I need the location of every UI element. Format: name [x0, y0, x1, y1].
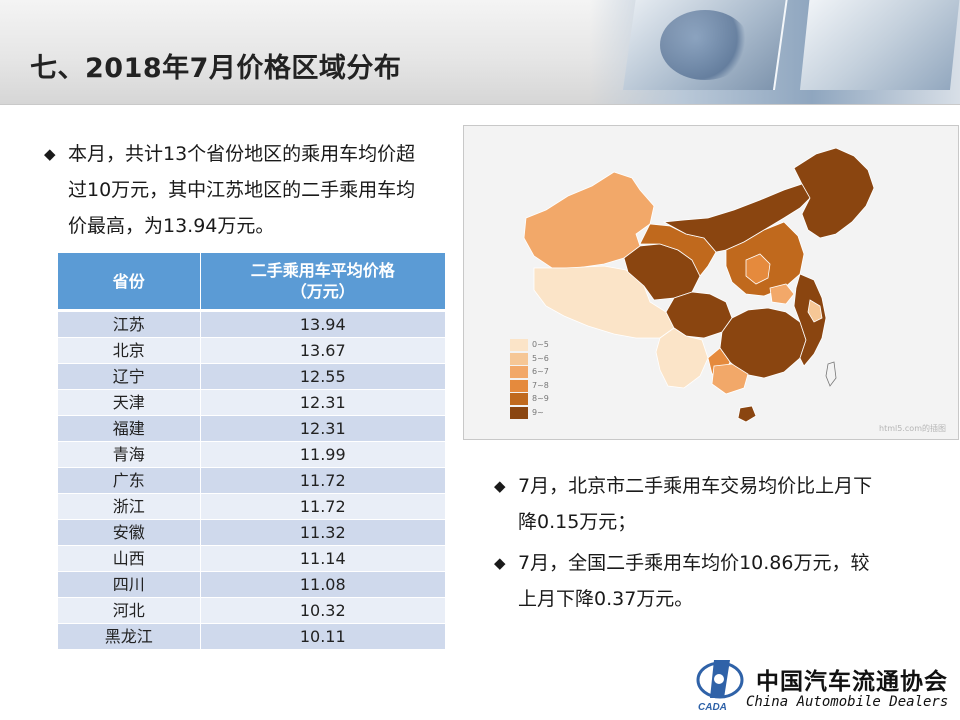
- cell-price: 13.94: [200, 310, 445, 338]
- region-henan: [769, 283, 795, 305]
- cell-price: 12.31: [200, 389, 445, 416]
- logo-chinese-name: 中国汽车流通协会: [756, 668, 948, 695]
- map-watermark: html5.com的插图: [879, 424, 946, 433]
- region-east-coast: [793, 273, 827, 367]
- legend-label: 9~: [532, 407, 544, 417]
- column-header-price: 二手乘用车平均价格（万元）: [200, 253, 445, 312]
- column-header-price-text: 二手乘用车平均价格（万元）: [250, 261, 395, 301]
- logo-english-name: China Automobile Dealers: [746, 694, 949, 710]
- header-decoration: [590, 0, 960, 104]
- cell-price: 11.32: [200, 519, 445, 546]
- cada-emblem-icon: CADA: [696, 660, 744, 712]
- table-row: 浙江 11.72: [58, 493, 445, 520]
- cell-province: 安徽: [58, 519, 201, 546]
- table-row: 黑龙江 10.11: [58, 623, 445, 650]
- beijing-bullet: ◆ 7月，北京市二手乘用车交易均价比上月下降0.15万元；: [494, 468, 894, 540]
- decorative-cube: [799, 0, 960, 90]
- legend-swatch: [510, 393, 528, 405]
- cell-province: 山西: [58, 545, 201, 572]
- table-row: 北京 13.67: [58, 337, 445, 364]
- table-row: 青海 11.99: [58, 441, 445, 468]
- region-yunnan: [655, 327, 709, 389]
- intro-bullet: ◆ 本月，共计13个省份地区的乘用车均价超过10万元，其中江苏地区的二手乘用车均…: [44, 136, 424, 244]
- table-row: 安徽 11.32: [58, 519, 445, 546]
- cell-price: 11.72: [200, 493, 445, 520]
- cada-mark-text: CADA: [698, 702, 727, 712]
- region-northeast: [793, 147, 875, 239]
- table-row: 河北 10.32: [58, 597, 445, 624]
- legend-swatch: [510, 352, 528, 365]
- cada-logo: CADA 中国汽车流通协会 China Automobile Dealers: [694, 652, 954, 714]
- cell-province: 黑龙江: [58, 623, 201, 650]
- table-row: 天津 12.31: [58, 389, 445, 416]
- beijing-bullet-text: 7月，北京市二手乘用车交易均价比上月下降0.15万元；: [518, 475, 873, 533]
- cell-price: 11.08: [200, 571, 445, 598]
- diamond-bullet-icon: ◆: [494, 554, 506, 572]
- region-inner-mongolia: [662, 183, 813, 253]
- cell-price: 12.31: [200, 415, 445, 442]
- intro-bullet-text: 本月，共计13个省份地区的乘用车均价超过10万元，其中江苏地区的二手乘用车均价最…: [68, 143, 416, 237]
- legend-label: 6~7: [532, 367, 549, 376]
- diamond-bullet-icon: ◆: [44, 145, 56, 163]
- cell-province: 北京: [58, 337, 201, 364]
- legend-swatch: [510, 406, 528, 419]
- region-shanxi: [745, 253, 771, 285]
- region-guangxi: [711, 363, 749, 395]
- cell-province: 河北: [58, 597, 201, 624]
- table-header-row: 省份 二手乘用车平均价格（万元）: [58, 253, 445, 312]
- china-map-graphic: [523, 147, 875, 423]
- cell-province: 福建: [58, 415, 201, 442]
- cell-price: 12.55: [200, 363, 445, 390]
- table-row: 江苏 13.94: [58, 310, 445, 338]
- cell-price: 11.99: [200, 441, 445, 468]
- cell-price: 10.32: [200, 597, 445, 624]
- legend-label: 0~5: [532, 340, 549, 349]
- price-table: 省份 二手乘用车平均价格（万元） 江苏 13.94 北京 13.67 辽宁 12.55 天津…: [58, 253, 445, 650]
- region-hainan: [737, 405, 757, 423]
- region-xinjiang: [523, 171, 655, 269]
- globe-graphic: [660, 10, 750, 80]
- cell-price: 11.72: [200, 467, 445, 494]
- cell-province: 广东: [58, 467, 201, 494]
- china-price-map: 0~5 5~6 6~7 7~8 8~9 9~ html5.com的插图: [463, 125, 959, 440]
- legend-label: 8~9: [532, 394, 549, 403]
- table-row: 福建 12.31: [58, 415, 445, 442]
- region-jiangsu: [807, 299, 823, 323]
- cell-price: 10.11: [200, 623, 445, 650]
- legend-label: 7~8: [532, 380, 549, 390]
- column-header-province: 省份: [58, 253, 201, 312]
- cell-province: 青海: [58, 441, 201, 468]
- cell-province: 江苏: [58, 310, 201, 338]
- header-band: [0, 0, 960, 105]
- region-taiwan: [825, 361, 837, 387]
- diamond-bullet-icon: ◆: [494, 477, 506, 495]
- cell-price: 13.67: [200, 337, 445, 364]
- legend-swatch: [510, 339, 528, 351]
- page-title: 七、2018年7月价格区域分布: [30, 53, 402, 84]
- table-body: 江苏 13.94 北京 13.67 辽宁 12.55 天津 12.31 福建 12.31 青海 11.…: [58, 310, 445, 650]
- cell-province: 四川: [58, 571, 201, 598]
- legend-swatch: [510, 379, 528, 392]
- cell-price: 11.14: [200, 545, 445, 572]
- legend-swatch: [510, 366, 528, 378]
- table-row: 四川 11.08: [58, 571, 445, 598]
- cell-province: 浙江: [58, 493, 201, 520]
- table-row: 山西 11.14: [58, 545, 445, 572]
- table-row: 辽宁 12.55: [58, 363, 445, 390]
- national-bullet-text: 7月，全国二手乘用车均价10.86万元，较上月下降0.37万元。: [518, 552, 870, 610]
- cell-province: 辽宁: [58, 363, 201, 390]
- legend-label: 5~6: [532, 353, 549, 363]
- cell-province: 天津: [58, 389, 201, 416]
- table-row: 广东 11.72: [58, 467, 445, 494]
- national-bullet: ◆ 7月，全国二手乘用车均价10.86万元，较上月下降0.37万元。: [494, 545, 894, 617]
- region-gansu: [639, 223, 717, 277]
